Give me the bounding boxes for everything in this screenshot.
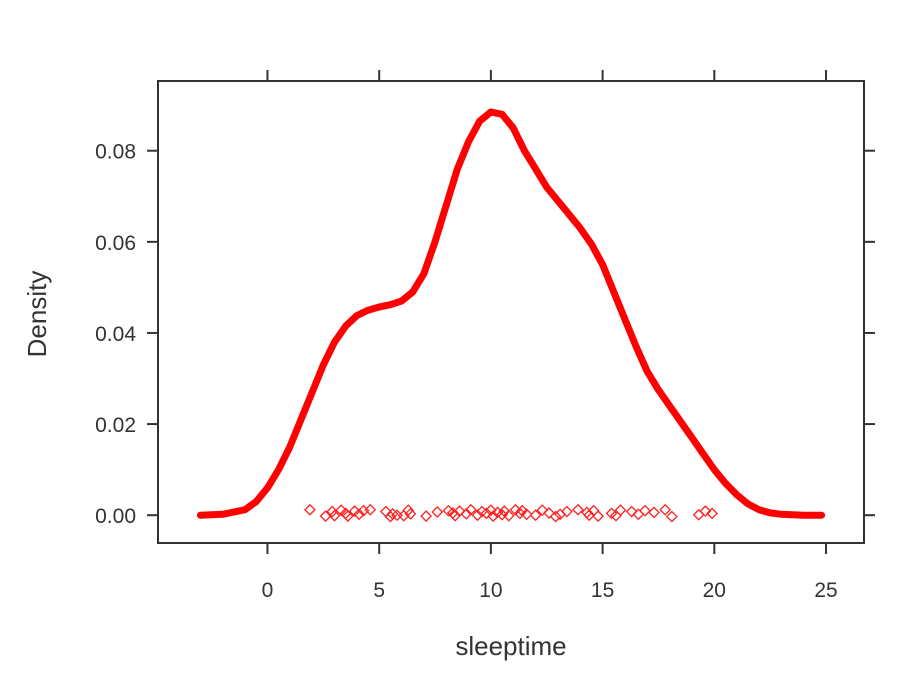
x-tick-label: 10 (479, 579, 502, 602)
axis-ticks (147, 70, 875, 554)
density-curve (196, 108, 826, 519)
rug-point (480, 507, 493, 520)
x-axis-title: sleeptime (455, 631, 566, 661)
x-tick-label: 5 (373, 579, 385, 602)
rug-point (304, 503, 316, 516)
y-tick-label: 0.00 (95, 505, 136, 528)
rug-point (460, 507, 473, 520)
rug-point (384, 510, 397, 523)
y-tick-label: 0.02 (95, 414, 136, 437)
rug-point (364, 503, 377, 516)
rug-point (496, 508, 508, 521)
y-tick-labels: 0.00 0.02 0.04 0.06 0.08 (95, 141, 136, 528)
rug-point (625, 505, 638, 518)
rug-point (431, 506, 444, 518)
rug-point (449, 509, 462, 522)
rug-point (639, 504, 651, 517)
rug-point (699, 505, 712, 518)
rug-point (665, 510, 678, 523)
rug-point (402, 504, 415, 517)
rug-point (614, 504, 627, 517)
rug-point (335, 504, 348, 517)
y-tick-label: 0.04 (95, 323, 136, 346)
rug-point (692, 508, 705, 521)
x-tick-label: 25 (814, 579, 837, 602)
rug-point (560, 505, 573, 518)
rug-point (583, 509, 596, 522)
rug-point (453, 505, 466, 518)
y-axis-title: Density (22, 271, 52, 358)
rug-point (328, 509, 341, 522)
rug-point (632, 508, 645, 521)
rug-point (543, 507, 555, 519)
rug-point (484, 504, 497, 517)
plot-frame (157, 80, 865, 544)
rug-point (514, 507, 526, 520)
rug-point (464, 503, 477, 516)
rug-point (529, 509, 542, 522)
x-tick-label: 20 (703, 579, 726, 602)
rug-point (341, 510, 354, 523)
x-tick-label: 15 (591, 579, 614, 602)
rug-point (420, 510, 433, 523)
rug-point (648, 506, 660, 519)
rug-point (348, 505, 361, 518)
rug-points (304, 503, 718, 523)
x-tick-label: 0 (262, 579, 274, 602)
rug-point (520, 508, 533, 521)
rug-point (404, 507, 417, 520)
y-tick-label: 0.06 (95, 232, 136, 255)
x-tick-labels: 0 5 10 15 20 25 (262, 579, 838, 602)
rug-point (659, 503, 672, 516)
rug-point (353, 508, 365, 521)
rug-point (549, 510, 562, 523)
rug-point (319, 510, 332, 523)
rug-point (572, 503, 584, 516)
y-tick-label: 0.08 (95, 141, 136, 164)
rug-point (502, 509, 515, 522)
rug-point (706, 507, 718, 520)
rug-point (536, 504, 549, 517)
rug-point (592, 510, 605, 523)
